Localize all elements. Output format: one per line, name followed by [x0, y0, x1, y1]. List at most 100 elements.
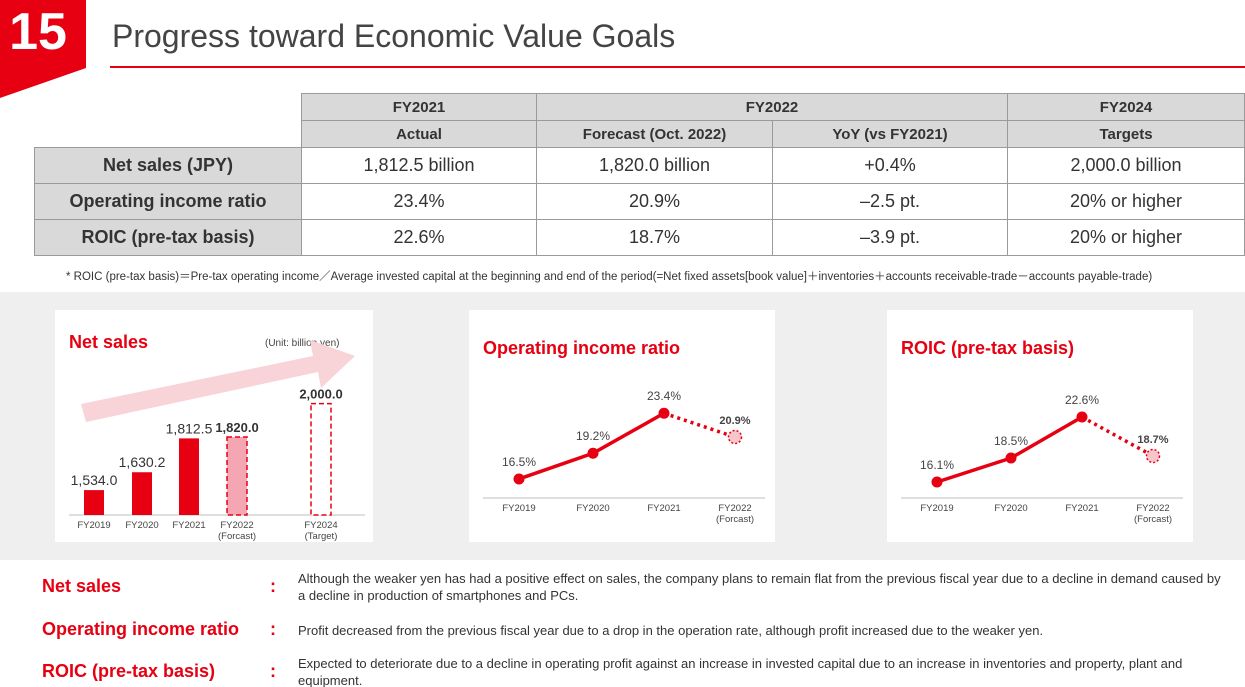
chart-title: Net sales — [69, 332, 148, 352]
point-value-label: 23.4% — [647, 389, 681, 403]
comment-colon: : — [270, 576, 276, 596]
badge-shape — [0, 0, 86, 98]
data-point — [587, 447, 599, 459]
unit-note: (Unit: billion yen) — [265, 338, 339, 349]
table-cell: –2.5 pt. — [771, 183, 1009, 220]
x-tick-label: FY2019 — [502, 503, 535, 514]
table-cell: 20.9% — [536, 183, 773, 220]
table-row: Operating income ratio 23.4% 20.9% –2.5 … — [34, 183, 1245, 220]
header-fy2024: FY2024 — [1007, 93, 1245, 121]
point-value-label: 20.9% — [719, 415, 750, 427]
header-fy2021: FY2021 — [301, 93, 537, 121]
series-line — [936, 415, 1083, 484]
comment-label-operating-income: Operating income ratio — [42, 619, 240, 639]
net-sales-chart-card: Net sales (Unit: billion yen) 1,534.0 FY201… — [55, 310, 373, 542]
x-tick-label: FY2021 — [1065, 503, 1098, 514]
title-underline — [110, 66, 1245, 68]
comment-text-operating-income: Profit decreased from the previous fisca… — [298, 623, 1044, 638]
operating-income-chart: Operating income ratio 16.5% FY2019 19.2% FY… — [483, 338, 765, 525]
series-forecast-line — [663, 411, 736, 439]
slide-number: 15 — [9, 3, 67, 61]
header-forecast: Forecast (Oct. 2022) — [536, 120, 773, 148]
slide-number-badge: 15 — [0, 0, 86, 98]
table-cell: 20% or higher — [1007, 183, 1245, 220]
comment-label-net-sales: Net sales — [42, 576, 122, 596]
header-actual: Actual — [301, 120, 537, 148]
bar-value-label: 1,630.2 — [119, 454, 166, 470]
data-point-forecast — [1145, 448, 1161, 464]
table-cell: 1,812.5 billion — [301, 147, 537, 184]
comment-text-roic: Expected to deteriorate due to a decline… — [298, 656, 1183, 687]
table-row: Net sales (JPY) 1,812.5 billion 1,820.0 … — [34, 147, 1245, 184]
bar-value-label: 2,000.0 — [299, 387, 342, 402]
data-point — [658, 407, 670, 419]
chart-title: Operating income ratio — [483, 338, 680, 358]
roic-footnote: * ROIC (pre-tax basis)＝Pre-tax operating… — [66, 271, 1153, 283]
table-cell: 2,000.0 billion — [1007, 147, 1245, 184]
table-cell: 22.6% — [301, 219, 537, 256]
comments-section: Net sales : Although the weaker yen has … — [0, 560, 1245, 687]
series-line — [518, 411, 665, 481]
row-label: Net sales (JPY) — [34, 147, 302, 184]
header-blank — [34, 120, 302, 148]
x-tick-label: FY2024 (Target) — [304, 520, 337, 542]
x-tick-label: FY2019 — [77, 520, 110, 531]
comment-label-roic: ROIC (pre-tax basis) — [42, 661, 216, 681]
charts-band: Net sales (Unit: billion yen) 1,534.0 FY201… — [0, 292, 1245, 560]
table-cell: 1,820.0 billion — [536, 147, 773, 184]
x-tick-label: FY2020 — [125, 520, 158, 531]
point-value-label: 18.5% — [994, 434, 1028, 448]
x-tick-label: FY2021 — [172, 520, 205, 531]
bar — [226, 436, 248, 516]
roic-chart-card: ROIC (pre-tax basis) 16.1% FY2019 18.5% FY20… — [887, 310, 1193, 542]
data-point-forecast — [727, 429, 743, 445]
bar-value-label: 1,820.0 — [215, 420, 258, 435]
x-tick-label: FY2020 — [994, 503, 1027, 514]
x-tick-label: FY2020 — [576, 503, 609, 514]
bar — [132, 472, 152, 515]
operating-income-chart-card: Operating income ratio 16.5% FY2019 19.2% FY… — [469, 310, 775, 542]
kpi-table: FY2021 FY2022 FY2024 Actual Forecast (Oc… — [34, 93, 1245, 256]
bar — [179, 438, 199, 515]
table-cell: 18.7% — [536, 219, 773, 256]
x-tick-label: FY2022 (Forcast) — [218, 520, 256, 542]
x-tick-label: FY2022 (Forcast) — [1134, 503, 1172, 525]
bar — [310, 402, 332, 516]
point-value-label: 22.6% — [1065, 393, 1099, 407]
header-targets: Targets — [1007, 120, 1245, 148]
page-title: Progress toward Economic Value Goals — [112, 18, 676, 54]
bar — [84, 490, 104, 515]
table-cell: 20% or higher — [1007, 219, 1245, 256]
x-tick-label: FY2021 — [647, 503, 680, 514]
chart-title: ROIC (pre-tax basis) — [901, 338, 1074, 358]
data-point — [1076, 411, 1088, 423]
data-point — [513, 473, 525, 485]
table-header-years: FY2021 FY2022 FY2024 — [34, 93, 1245, 121]
point-value-label: 18.7% — [1137, 434, 1168, 446]
point-value-label: 16.5% — [502, 455, 536, 469]
bar-value-label: 1,534.0 — [71, 472, 118, 488]
row-label: ROIC (pre-tax basis) — [34, 219, 302, 256]
trend-arrow — [81, 340, 355, 422]
table-cell: 23.4% — [301, 183, 537, 220]
table-cell: –3.9 pt. — [771, 219, 1009, 256]
table-header-sub: Actual Forecast (Oct. 2022) YoY (vs FY20… — [34, 120, 1245, 148]
point-value-label: 16.1% — [920, 458, 954, 472]
data-point — [1005, 452, 1017, 464]
comment-colon: : — [270, 619, 276, 639]
x-tick-label: FY2019 — [920, 503, 953, 514]
header-fy2022: FY2022 — [535, 93, 1009, 121]
comment-colon: : — [270, 661, 276, 681]
net-sales-chart: Net sales (Unit: billion yen) 1,534.0 FY201… — [69, 332, 365, 542]
x-tick-label: FY2022 (Forcast) — [716, 503, 754, 525]
point-value-label: 19.2% — [576, 429, 610, 443]
comment-text-net-sales: Although the weaker yen has had a positi… — [298, 571, 1221, 603]
header-blank — [34, 93, 302, 121]
row-label: Operating income ratio — [34, 183, 302, 220]
table-cell: +0.4% — [771, 147, 1009, 184]
table-row: ROIC (pre-tax basis) 22.6% 18.7% –3.9 pt… — [34, 219, 1245, 256]
header-yoy: YoY (vs FY2021) — [771, 120, 1009, 148]
data-point — [931, 476, 943, 488]
bar-value-label: 1,812.5 — [166, 420, 213, 436]
roic-chart: ROIC (pre-tax basis) 16.1% FY2019 18.5% FY20… — [901, 338, 1183, 525]
